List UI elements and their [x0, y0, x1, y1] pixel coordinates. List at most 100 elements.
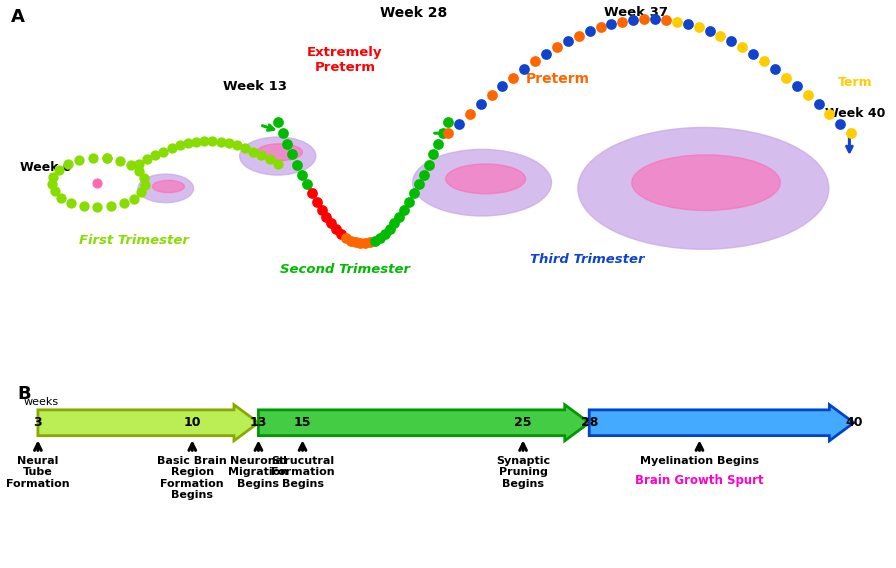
Point	[238, 144, 253, 153]
Point	[339, 233, 353, 242]
Point	[305, 189, 319, 198]
Point	[329, 224, 343, 233]
Point	[659, 15, 673, 24]
Point	[561, 37, 575, 46]
Point	[844, 128, 858, 137]
Point	[65, 198, 79, 207]
Point	[724, 37, 738, 46]
Text: 40: 40	[845, 416, 863, 429]
Point	[319, 212, 333, 222]
Point	[138, 181, 152, 190]
Point	[271, 159, 285, 168]
Point	[392, 212, 407, 222]
Point	[334, 229, 349, 239]
Ellipse shape	[445, 164, 526, 194]
Ellipse shape	[240, 137, 316, 175]
Text: Week 40: Week 40	[825, 107, 886, 119]
Point	[61, 160, 75, 169]
Point	[411, 179, 426, 189]
Text: 10: 10	[184, 416, 201, 429]
Point	[669, 17, 684, 26]
Point	[692, 23, 706, 32]
Point	[637, 15, 651, 24]
Point	[358, 239, 373, 248]
Point	[485, 91, 499, 100]
Text: Term: Term	[839, 76, 873, 89]
Point	[353, 239, 367, 248]
Point	[473, 100, 487, 109]
Point	[368, 236, 383, 245]
Point	[604, 19, 618, 28]
Point	[55, 193, 69, 202]
Point	[99, 154, 114, 163]
Point	[90, 203, 105, 212]
Point	[148, 151, 162, 160]
Text: Third Trimester: Third Trimester	[530, 253, 644, 266]
Point	[280, 139, 295, 148]
Point	[173, 141, 187, 150]
Point	[127, 194, 142, 203]
Text: Brain Growth Spurt: Brain Growth Spurt	[635, 474, 763, 487]
Text: B: B	[17, 385, 30, 403]
Point	[181, 139, 195, 148]
Point	[506, 73, 521, 82]
Point	[156, 147, 170, 156]
Point	[314, 205, 329, 214]
Text: 13: 13	[250, 416, 267, 429]
Point	[290, 160, 305, 169]
Text: 15: 15	[294, 416, 311, 429]
Point	[221, 139, 236, 148]
Point	[833, 119, 848, 128]
Point	[735, 43, 749, 52]
Point	[132, 159, 146, 168]
Point	[254, 151, 269, 160]
Point	[407, 189, 421, 198]
Point	[757, 57, 771, 66]
Point	[823, 110, 837, 119]
Point	[205, 136, 220, 145]
Point	[681, 19, 695, 28]
Text: Week 13: Week 13	[223, 80, 288, 93]
Ellipse shape	[138, 174, 194, 203]
Point	[377, 229, 392, 239]
Text: weeks: weeks	[24, 397, 59, 407]
Point	[789, 82, 804, 91]
Point	[73, 156, 87, 165]
Text: Week 0: Week 0	[20, 161, 72, 174]
Point	[746, 49, 761, 59]
Ellipse shape	[152, 180, 185, 193]
Point	[812, 100, 826, 109]
FancyArrow shape	[38, 404, 258, 441]
Point	[495, 82, 510, 91]
Point	[164, 144, 178, 153]
Point	[421, 160, 435, 169]
Point	[441, 117, 455, 126]
Point	[397, 205, 411, 214]
Point	[462, 110, 477, 119]
Point	[116, 199, 131, 208]
Point	[104, 202, 118, 211]
Text: Second Trimester: Second Trimester	[280, 262, 410, 275]
Point	[431, 139, 445, 148]
Point	[626, 15, 641, 24]
Point	[383, 224, 397, 233]
Point	[713, 31, 728, 40]
Point	[140, 155, 154, 164]
Point	[538, 49, 553, 59]
Text: Neuronal
Migration
Begins: Neuronal Migration Begins	[228, 456, 289, 488]
Point	[768, 65, 782, 74]
Point	[324, 219, 339, 228]
Point	[349, 238, 363, 247]
Point	[47, 172, 61, 181]
Point	[47, 186, 62, 195]
Point	[197, 136, 211, 145]
Point	[441, 128, 455, 137]
FancyArrow shape	[590, 404, 854, 441]
Point	[271, 117, 285, 126]
Point	[402, 197, 417, 206]
Ellipse shape	[257, 144, 303, 161]
Text: 3: 3	[33, 416, 42, 429]
Text: 28: 28	[581, 416, 598, 429]
Point	[133, 166, 147, 176]
Point	[124, 160, 138, 169]
